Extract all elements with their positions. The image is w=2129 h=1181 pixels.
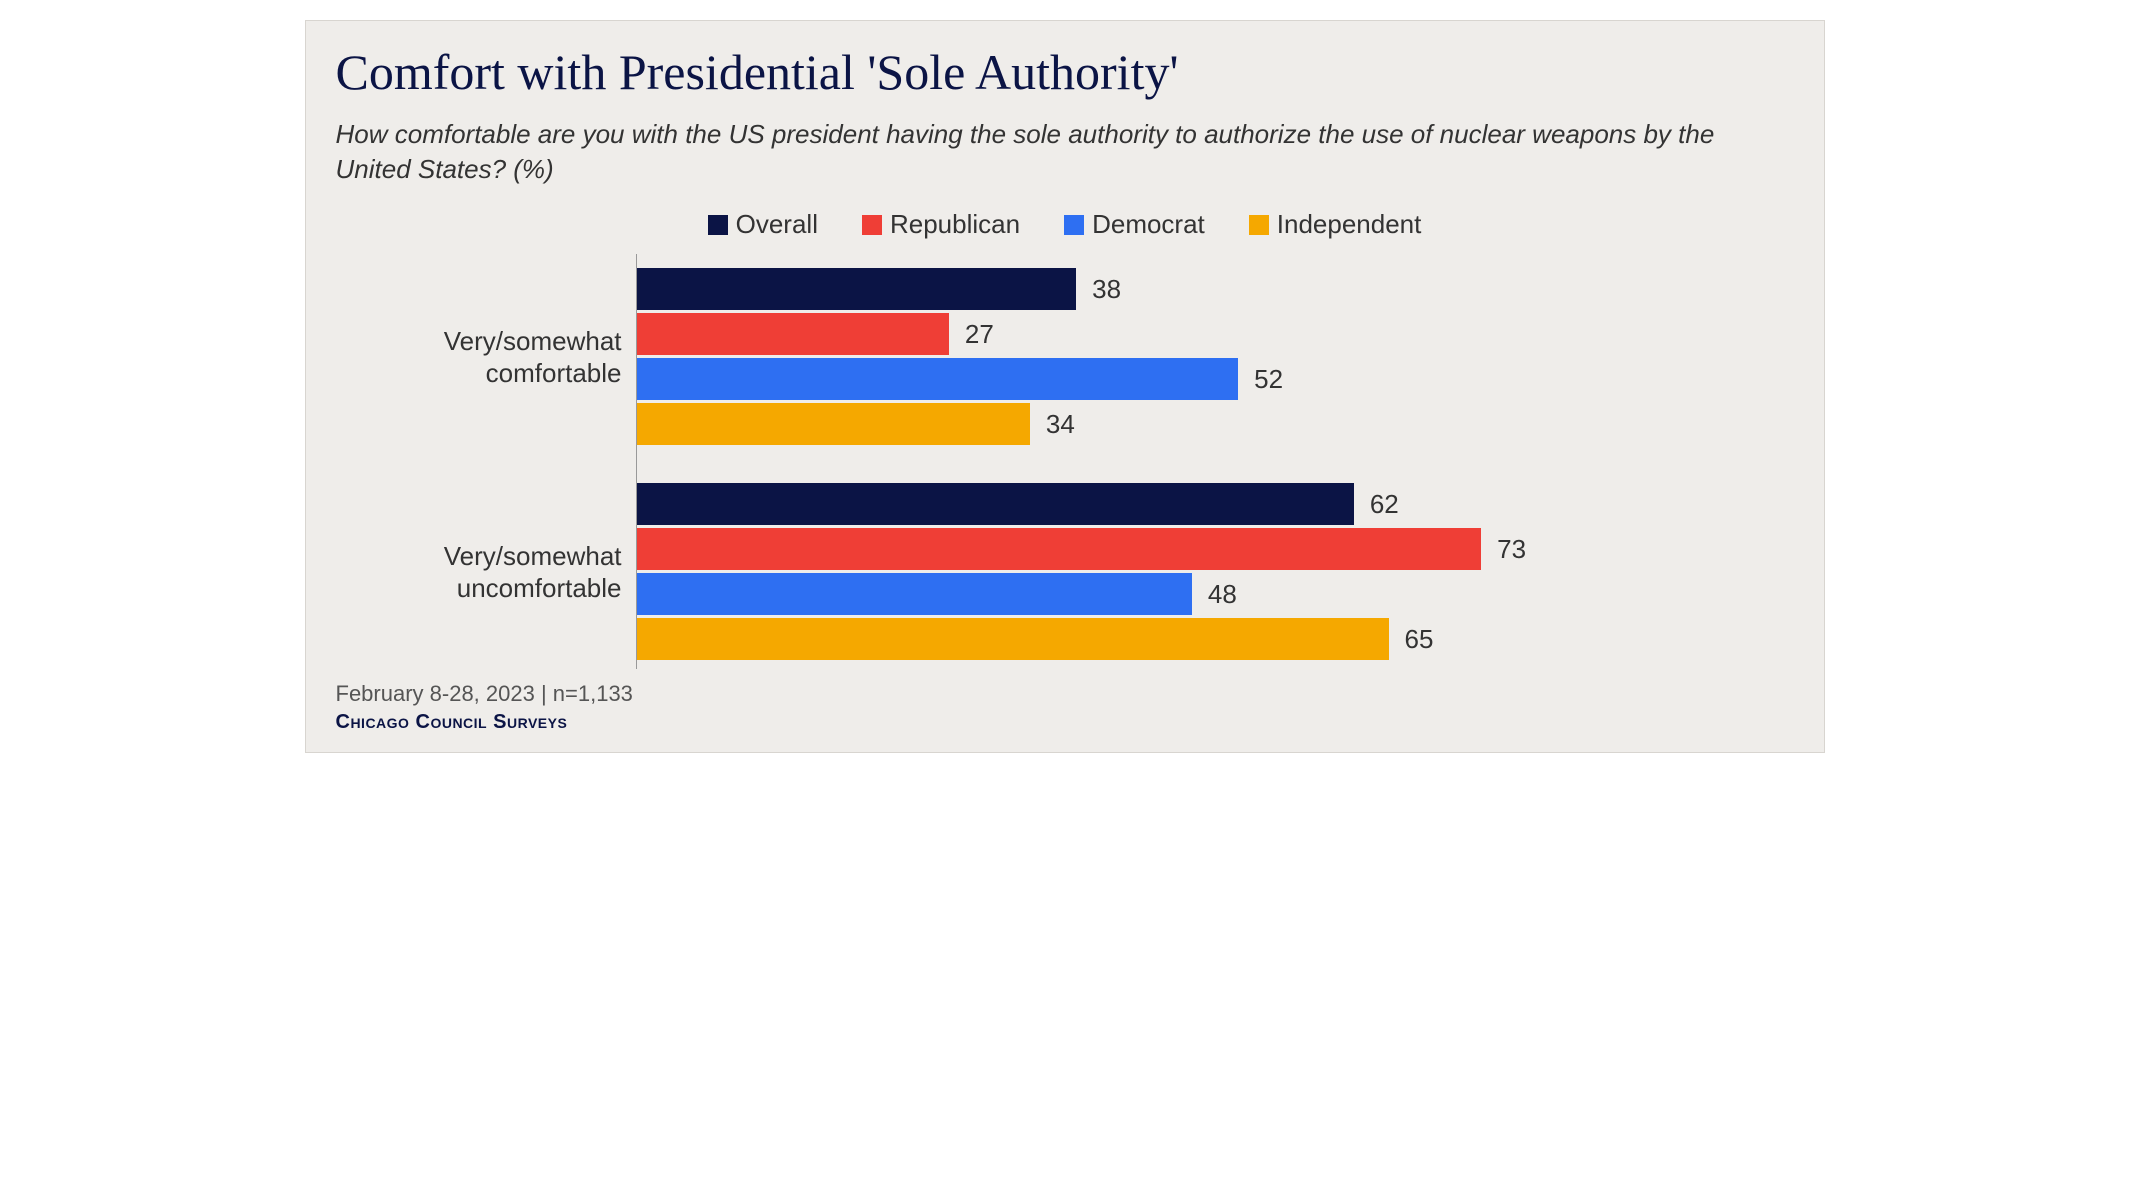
bar-row: 48 — [637, 573, 1794, 615]
bar-row: 52 — [637, 358, 1794, 400]
bar-value: 48 — [1208, 579, 1237, 610]
chart-subtitle: How comfortable are you with the US pres… — [336, 117, 1794, 187]
bar-value: 34 — [1046, 409, 1075, 440]
bar-value: 62 — [1370, 489, 1399, 520]
bar-row: 38 — [637, 268, 1794, 310]
bar — [637, 313, 949, 355]
bar — [637, 618, 1389, 660]
bar — [637, 528, 1482, 570]
bar-row: 34 — [637, 403, 1794, 445]
bar-group: 62 73 48 65 — [637, 483, 1794, 660]
bar — [637, 268, 1077, 310]
legend-item: Independent — [1249, 209, 1422, 240]
bar-row: 62 — [637, 483, 1794, 525]
bar-group: 38 27 52 34 — [637, 268, 1794, 445]
bar-row: 65 — [637, 618, 1794, 660]
legend-swatch — [862, 215, 882, 235]
legend-swatch — [1249, 215, 1269, 235]
legend: Overall Republican Democrat Independent — [336, 209, 1794, 240]
legend-swatch — [1064, 215, 1084, 235]
legend-swatch — [708, 215, 728, 235]
plot-area: Very/somewhat comfortable Very/somewhat u… — [336, 254, 1794, 669]
bar — [637, 358, 1239, 400]
bar-value: 73 — [1497, 534, 1526, 565]
source-attribution: Chicago Council Surveys — [336, 711, 1794, 734]
bar-value: 27 — [965, 319, 994, 350]
bar — [637, 483, 1354, 525]
legend-label: Republican — [890, 209, 1020, 240]
category-label: Very/somewhat comfortable — [444, 325, 622, 390]
category-label: Very/somewhat uncomfortable — [444, 540, 622, 605]
chart-title: Comfort with Presidential 'Sole Authorit… — [336, 43, 1794, 101]
footnote: February 8-28, 2023 | n=1,133 — [336, 681, 1794, 707]
bars-area: 38 27 52 34 62 73 48 65 — [636, 254, 1794, 669]
bar-value: 65 — [1405, 624, 1434, 655]
legend-label: Overall — [736, 209, 818, 240]
bar-value: 38 — [1092, 274, 1121, 305]
legend-label: Independent — [1277, 209, 1422, 240]
bar — [637, 573, 1192, 615]
bar-row: 27 — [637, 313, 1794, 355]
legend-item: Republican — [862, 209, 1020, 240]
bar-value: 52 — [1254, 364, 1283, 395]
bar — [637, 403, 1030, 445]
y-axis-labels: Very/somewhat comfortable Very/somewhat u… — [336, 254, 636, 666]
chart-container: Comfort with Presidential 'Sole Authorit… — [305, 20, 1825, 753]
legend-item: Overall — [708, 209, 818, 240]
bar-row: 73 — [637, 528, 1794, 570]
legend-item: Democrat — [1064, 209, 1205, 240]
legend-label: Democrat — [1092, 209, 1205, 240]
